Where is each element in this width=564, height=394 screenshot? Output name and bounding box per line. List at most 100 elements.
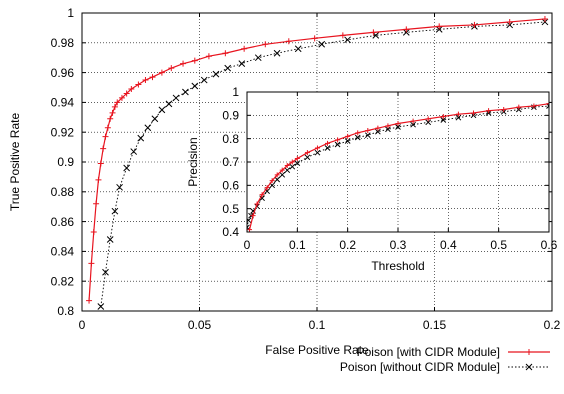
data-point-series-1 xyxy=(425,116,431,122)
data-point-series-1 xyxy=(314,145,320,151)
data-point-series-2 xyxy=(123,164,131,172)
data-point-series-1 xyxy=(506,18,513,25)
y-tick-label: 0.6 xyxy=(222,179,239,193)
y-tick-label: 0.98 xyxy=(51,36,75,50)
data-point-series-1 xyxy=(516,104,522,110)
data-point-series-2 xyxy=(304,154,311,161)
data-point-series-2 xyxy=(375,128,381,135)
data-point-series-2 xyxy=(130,148,138,155)
data-point-series-1 xyxy=(264,185,270,191)
x-tick-label: 0.05 xyxy=(188,318,212,332)
x-tick-label: 0 xyxy=(79,318,86,332)
x-tick-label: 0.1 xyxy=(309,318,326,332)
data-point-series-2 xyxy=(200,76,208,84)
data-point-series-2 xyxy=(410,121,416,128)
data-point-series-2 xyxy=(247,224,250,231)
x-tick-label: 0 xyxy=(244,238,251,252)
data-point-series-2 xyxy=(137,134,145,142)
data-point-series-2 xyxy=(344,36,351,44)
y-tick-label: 0.9 xyxy=(222,109,239,123)
data-point-series-2 xyxy=(247,217,252,224)
data-point-series-2 xyxy=(318,40,326,48)
data-point-series-1 xyxy=(285,38,292,45)
data-point-series-2 xyxy=(165,100,173,108)
data-point-series-2 xyxy=(294,160,301,167)
series-group xyxy=(247,101,549,232)
data-point-series-1 xyxy=(455,111,461,117)
data-point-series-1 xyxy=(294,156,300,161)
data-point-series-2 xyxy=(364,132,371,139)
legend-label-2: Poison [without CIDR Module] xyxy=(340,360,500,374)
x-tick-label: 0.4 xyxy=(440,238,457,252)
y-axis-label: True Positive Rate xyxy=(8,113,22,212)
data-point-series-2 xyxy=(191,82,199,90)
data-point-series-2 xyxy=(116,183,123,191)
data-point-series-2 xyxy=(144,124,152,132)
data-point-series-1 xyxy=(541,15,548,22)
y-tick-label: 0.9 xyxy=(57,155,74,169)
data-point-series-2 xyxy=(212,70,220,78)
x-tick-label: 0.1 xyxy=(289,238,306,252)
data-point-series-1 xyxy=(95,176,102,183)
y-tick-label: 0.8 xyxy=(57,304,74,318)
data-point-series-1 xyxy=(114,99,121,106)
data-point-series-1 xyxy=(471,110,476,116)
data-point-series-1 xyxy=(158,69,165,76)
x-tick-label: 0.3 xyxy=(390,238,407,252)
y-tick-label: 1 xyxy=(67,6,74,20)
data-point-series-1 xyxy=(335,137,341,143)
data-point-series-2 xyxy=(158,106,166,114)
data-point-series-2 xyxy=(279,171,286,178)
data-point-series-1 xyxy=(118,94,125,101)
data-point-series-1 xyxy=(111,103,118,110)
data-point-series-1 xyxy=(128,85,135,92)
x-tick-label: 0.2 xyxy=(339,238,356,252)
x-axis-label: Threshold xyxy=(371,259,424,273)
data-point-series-1 xyxy=(222,50,229,57)
legend: Poison [with CIDR Module]Poison [without… xyxy=(340,345,550,374)
data-point-series-1 xyxy=(355,130,361,136)
data-point-series-1 xyxy=(279,167,285,173)
data-point-series-1 xyxy=(325,140,331,146)
data-point-series-1 xyxy=(274,172,280,178)
y-tick-label: 0.96 xyxy=(51,66,75,80)
data-point-series-1 xyxy=(365,128,371,133)
data-point-series-1 xyxy=(241,45,248,52)
data-point-series-2 xyxy=(294,45,302,53)
y-tick-label: 1 xyxy=(232,85,239,99)
y-tick-label: 0.82 xyxy=(51,274,75,288)
data-point-series-2 xyxy=(344,138,351,144)
plot-frame xyxy=(81,12,553,312)
data-point-series-1 xyxy=(546,101,549,107)
data-point-series-2 xyxy=(324,145,331,151)
inset-plot: 0 0.1 0.2 0.3 0.4 0.5 0.6 0.4 0.5 0.6 0.7 0.8 0.9 1 Th… xyxy=(186,85,558,273)
data-point-series-1 xyxy=(90,229,97,236)
data-point-series-2 xyxy=(106,236,114,243)
legend-label-1: Poison [with CIDR Module] xyxy=(357,345,500,359)
data-point-series-1 xyxy=(93,200,100,207)
x-tick-label: 0.6 xyxy=(541,238,558,252)
data-point-series-1 xyxy=(289,159,295,165)
data-point-series-1 xyxy=(142,77,149,84)
data-point-series-1 xyxy=(100,145,107,152)
legend-marker-1 xyxy=(526,349,532,355)
data-point-series-1 xyxy=(436,23,443,30)
y-tick-label: 0.92 xyxy=(51,125,75,139)
data-point-series-2 xyxy=(224,64,232,72)
data-point-series-1 xyxy=(345,133,351,139)
data-point-series-1 xyxy=(410,118,416,124)
data-point-series-2 xyxy=(284,167,291,174)
data-point-series-2 xyxy=(151,115,159,123)
data-point-series-2 xyxy=(354,134,361,141)
data-point-series-1 xyxy=(339,32,346,39)
y-tick-label: 0.88 xyxy=(51,185,75,199)
legend-marker-2 xyxy=(525,363,533,371)
y-tick-label: 0.84 xyxy=(51,245,75,259)
data-point-series-1 xyxy=(284,163,290,168)
y-axis-label: Precision xyxy=(186,137,200,186)
data-point-series-1 xyxy=(97,160,104,167)
y-tick-label: 0.94 xyxy=(51,96,75,110)
data-point-series-1 xyxy=(471,21,478,28)
data-point-series-1 xyxy=(109,109,116,116)
